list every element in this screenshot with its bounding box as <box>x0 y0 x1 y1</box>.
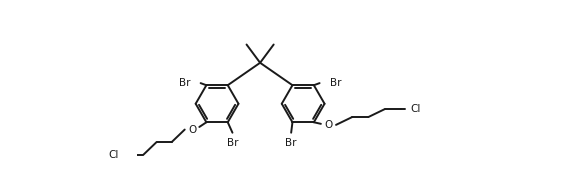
Text: Br: Br <box>179 78 190 88</box>
Text: Br: Br <box>227 138 238 148</box>
Text: Cl: Cl <box>108 150 118 160</box>
Text: Cl: Cl <box>411 104 421 114</box>
Text: Br: Br <box>285 138 297 148</box>
Text: Br: Br <box>330 78 342 88</box>
Text: O: O <box>324 120 332 130</box>
Text: O: O <box>188 125 196 135</box>
